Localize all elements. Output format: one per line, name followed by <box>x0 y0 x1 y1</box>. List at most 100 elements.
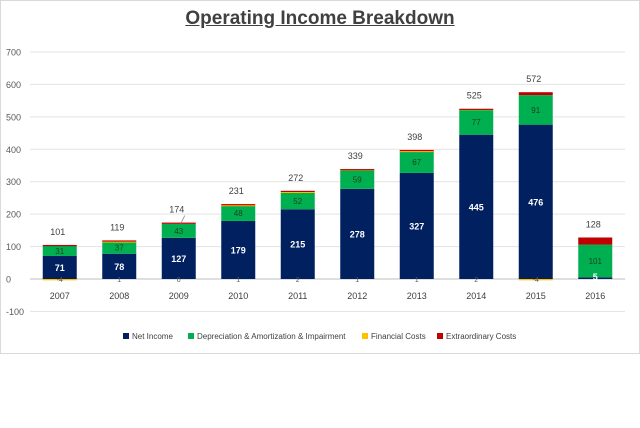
data-label: 127 <box>171 254 186 264</box>
x-tick-label: 2013 <box>407 291 427 301</box>
bar-segment <box>42 279 77 281</box>
data-label: 71 <box>55 263 65 273</box>
x-tick-label: 2011 <box>288 291 307 301</box>
data-label: 91 <box>531 106 540 115</box>
bar-segment <box>459 108 494 110</box>
x-tick-label: 2009 <box>169 291 189 301</box>
data-label: 52 <box>293 197 302 206</box>
legend-swatch <box>188 333 194 339</box>
data-label: 78 <box>114 262 124 272</box>
x-tick-label: 2014 <box>466 291 486 301</box>
bar-segment <box>102 240 137 242</box>
data-label: 67 <box>412 158 421 167</box>
total-label: 339 <box>348 151 363 161</box>
x-tick-label: 2010 <box>228 291 248 301</box>
data-label: 77 <box>472 118 481 127</box>
data-label: 5 <box>593 272 598 282</box>
label-leader-line <box>180 215 186 224</box>
x-tick-label: 2015 <box>526 291 546 301</box>
data-label: 1 <box>355 277 359 284</box>
bar-segment <box>161 223 196 238</box>
data-label: 2 <box>296 277 300 284</box>
total-label: 572 <box>526 74 541 84</box>
data-label: 0 <box>177 277 181 284</box>
data-label: -4 <box>533 277 539 284</box>
data-label: 37 <box>115 244 124 253</box>
legend-swatch <box>437 333 443 339</box>
data-label: 445 <box>469 202 484 212</box>
y-tick-label: -100 <box>6 307 24 317</box>
data-label: 101 <box>589 257 603 266</box>
total-label: 101 <box>50 227 65 237</box>
bar-segment <box>399 149 434 152</box>
y-tick-label: 500 <box>6 112 21 122</box>
bar-segment <box>340 188 375 279</box>
data-label: 179 <box>231 245 246 255</box>
data-label: 59 <box>353 175 362 184</box>
bar-segment <box>161 222 196 224</box>
bar-segment <box>280 190 315 192</box>
total-label: 272 <box>288 173 303 183</box>
bar-segment <box>340 169 375 171</box>
bar-segment <box>280 209 315 279</box>
bar-segment <box>578 244 613 278</box>
bar-segment <box>221 204 256 206</box>
bar-segment <box>578 237 613 245</box>
legend-label: Extraordinary Costs <box>446 332 516 341</box>
bar-segment <box>459 134 494 279</box>
x-tick-label: 2007 <box>50 291 70 301</box>
x-tick-label: 2012 <box>347 291 367 301</box>
bar-segment <box>102 241 137 254</box>
bar-segment <box>399 151 434 173</box>
total-label: 398 <box>407 132 422 142</box>
y-tick-label: 400 <box>6 145 21 155</box>
total-label: 128 <box>586 219 601 229</box>
y-tick-label: 600 <box>6 80 21 90</box>
bar-segment <box>459 109 494 135</box>
bar-segment <box>221 220 256 279</box>
x-tick-label: 2008 <box>109 291 129 301</box>
bar-segment <box>221 205 256 207</box>
bar-segment <box>161 237 196 279</box>
y-tick-label: 300 <box>6 177 21 187</box>
bar-segment <box>518 95 553 125</box>
data-label: 1 <box>236 277 240 284</box>
legend-label: Depreciation & Amortization & Impairment <box>197 332 346 341</box>
total-label: 231 <box>229 186 244 196</box>
data-label: 476 <box>528 197 543 207</box>
bar-segment <box>399 150 434 153</box>
bar-segment <box>42 245 77 256</box>
y-tick-label: 200 <box>6 210 21 220</box>
data-label: 278 <box>350 229 365 239</box>
data-label: 48 <box>234 209 243 218</box>
bar-segment <box>578 277 613 279</box>
legend-label: Financial Costs <box>371 332 426 341</box>
bar-segment <box>518 124 553 279</box>
y-tick-label: 100 <box>6 242 21 252</box>
legend-label: Net Income <box>132 332 173 341</box>
bar-segment <box>221 205 256 221</box>
bar-segment <box>518 279 553 281</box>
total-label: 119 <box>110 222 124 232</box>
data-label: 1 <box>117 277 121 284</box>
data-label: 1 <box>415 277 419 284</box>
bar-segment <box>399 172 434 279</box>
total-label: 174 <box>169 205 184 215</box>
bar-segment <box>102 241 137 243</box>
data-label: 215 <box>290 240 305 250</box>
bar-segment <box>340 169 375 189</box>
bar-segment <box>280 192 315 210</box>
y-tick-label: 0 <box>6 275 11 285</box>
legend-swatch <box>123 333 129 339</box>
data-label: 43 <box>174 227 183 236</box>
total-label: 525 <box>467 91 482 101</box>
chart-title: Operating Income Breakdown <box>185 8 455 29</box>
data-label: -4 <box>57 277 63 284</box>
y-tick-label: 700 <box>6 47 21 57</box>
data-label: 2 <box>474 277 478 284</box>
x-tick-label: 2016 <box>585 291 605 301</box>
bar-segment <box>42 255 77 279</box>
data-label: 31 <box>55 247 64 256</box>
bar-segment <box>280 191 315 193</box>
